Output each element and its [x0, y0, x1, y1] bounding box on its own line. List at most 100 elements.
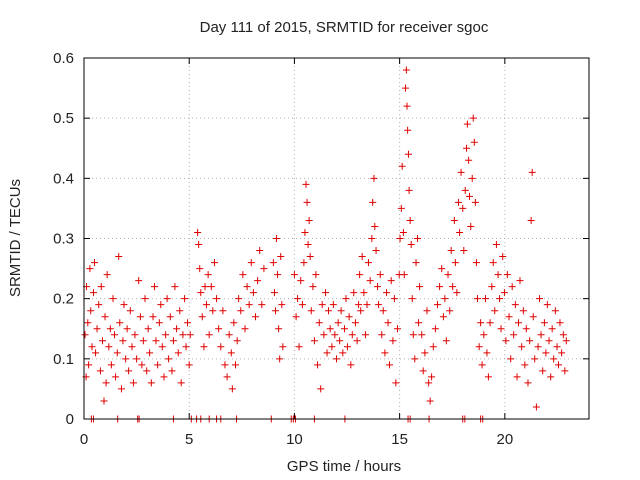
data-point: [491, 307, 499, 315]
data-point: [342, 295, 350, 303]
data-point: [102, 379, 110, 387]
data-point: [162, 331, 170, 339]
data-point: [84, 319, 92, 327]
data-point: [273, 235, 281, 242]
data-point: [480, 331, 488, 339]
x-tick-label: 20: [496, 431, 513, 448]
data-point: [103, 271, 111, 279]
data-point: [215, 325, 223, 333]
data-point: [158, 343, 166, 351]
x-axis-title: GPS time / hours: [287, 458, 401, 475]
data-point: [347, 361, 355, 369]
data-point: [357, 307, 365, 315]
data-point: [171, 283, 179, 291]
data-point: [168, 367, 176, 375]
data-point: [197, 289, 205, 297]
data-point: [235, 295, 243, 303]
data-point: [202, 301, 210, 309]
data-point: [139, 337, 147, 345]
data-point: [455, 198, 463, 206]
x-tick-label: 5: [185, 431, 193, 448]
data-point: [312, 271, 320, 279]
data-point: [550, 355, 558, 363]
data-point: [497, 325, 505, 333]
data-point: [438, 265, 446, 273]
chart-title: Day 111 of 2015, SRMTID for receiver sgo…: [200, 19, 489, 36]
data-point: [481, 295, 489, 303]
data-point: [414, 235, 422, 242]
data-point: [295, 343, 303, 351]
data-point: [540, 319, 548, 327]
data-point: [527, 216, 535, 224]
data-point: [521, 361, 529, 369]
x-tick-label: 10: [286, 431, 303, 448]
data-point: [436, 283, 444, 291]
data-point: [431, 325, 439, 333]
data-point: [475, 343, 483, 351]
data-point: [536, 295, 544, 303]
data-point: [492, 241, 500, 249]
data-point: [155, 319, 163, 327]
data-point: [258, 301, 266, 309]
data-point: [245, 301, 253, 309]
data-point: [213, 295, 221, 303]
data-point: [499, 253, 507, 261]
data-point: [260, 265, 268, 273]
data-point: [407, 241, 415, 249]
data-point: [177, 379, 185, 387]
data-point: [256, 247, 264, 255]
data-point: [508, 283, 516, 291]
data-point: [221, 361, 229, 369]
data-point: [117, 385, 125, 393]
data-point: [465, 156, 473, 164]
data-point: [534, 343, 542, 351]
data-point: [106, 325, 114, 333]
data-point: [439, 313, 447, 321]
data-point: [447, 247, 455, 255]
data-point: [456, 228, 464, 236]
data-point: [93, 325, 101, 333]
y-tick-label: 0.3: [53, 231, 74, 248]
data-point: [507, 355, 515, 363]
data-point: [444, 271, 452, 279]
data-point: [143, 367, 151, 375]
data-point: [254, 277, 262, 285]
data-point: [562, 337, 570, 345]
data-point: [362, 331, 370, 339]
data-point: [399, 228, 407, 236]
data-point: [381, 349, 389, 357]
data-point: [545, 337, 553, 345]
data-point: [450, 216, 458, 224]
data-point: [494, 271, 502, 279]
data-point: [551, 307, 559, 315]
data-point: [529, 313, 537, 321]
data-point: [309, 283, 317, 291]
data-point: [429, 343, 437, 351]
data-point: [91, 259, 99, 267]
data-point: [526, 337, 534, 345]
data-point: [95, 301, 103, 309]
data-point: [505, 313, 513, 321]
data-point: [88, 343, 96, 351]
data-point: [251, 313, 259, 321]
data-point: [113, 349, 121, 357]
data-point: [120, 301, 128, 309]
data-point: [100, 397, 108, 405]
data-point: [400, 271, 408, 279]
data-point: [233, 337, 241, 345]
data-point: [227, 349, 235, 357]
data-point: [86, 265, 94, 273]
data-point: [131, 331, 139, 339]
data-point: [542, 349, 550, 357]
data-point: [519, 307, 527, 315]
data-point: [363, 301, 371, 309]
data-point: [96, 367, 104, 375]
data-point: [392, 379, 400, 387]
data-point: [146, 349, 154, 357]
data-point: [415, 319, 423, 327]
data-point: [97, 283, 105, 291]
data-point: [294, 295, 302, 303]
data-point: [379, 307, 387, 315]
data-point: [423, 307, 431, 315]
data-point: [364, 259, 372, 267]
